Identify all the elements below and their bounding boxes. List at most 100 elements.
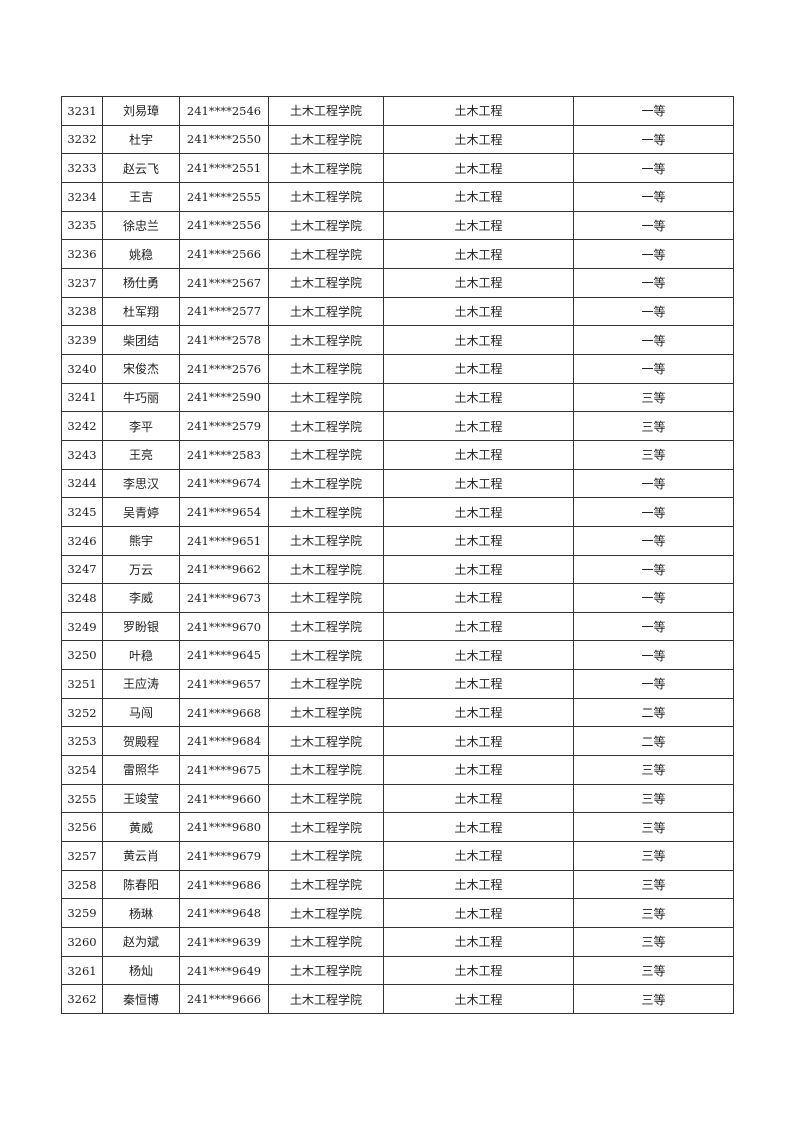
student-id-cell: 241****9670: [179, 611, 269, 642]
major-cell: 土木工程: [383, 669, 574, 699]
student-name-cell: 叶稳: [102, 640, 180, 671]
award-level-cell: 一等: [573, 468, 734, 499]
award-level-cell: 二等: [573, 697, 734, 728]
award-level-cell: 一等: [573, 124, 734, 155]
table-row: 3235 徐忠兰 241****2556 土木工程学院 土木工程 一等: [61, 210, 734, 241]
student-name-cell: 马闯: [102, 697, 180, 728]
student-id-cell: 241****9668: [179, 697, 269, 728]
row-number-cell: 3250: [61, 640, 103, 671]
award-level-cell: 三等: [573, 955, 734, 986]
student-name-cell: 黄云肖: [102, 841, 180, 871]
major-cell: 土木工程: [383, 325, 574, 355]
award-level-cell: 一等: [573, 181, 734, 212]
student-id-cell: 241****9674: [179, 468, 269, 499]
college-cell: 土木工程学院: [268, 267, 384, 298]
student-id-cell: 241****2546: [179, 96, 269, 126]
row-number-cell: 3246: [61, 525, 103, 556]
student-id-cell: 241****2583: [179, 439, 269, 470]
row-number-cell: 3237: [61, 267, 103, 298]
table-row: 3239 柴团结 241****2578 土木工程学院 土木工程 一等: [61, 325, 734, 355]
college-cell: 土木工程学院: [268, 325, 384, 355]
student-id-cell: 241****9660: [179, 783, 269, 814]
row-number-cell: 3257: [61, 841, 103, 871]
row-number-cell: 3261: [61, 955, 103, 986]
student-id-cell: 241****2566: [179, 239, 269, 269]
table-row: 3234 王吉 241****2555 土木工程学院 土木工程 一等: [61, 181, 734, 212]
row-number-cell: 3247: [61, 554, 103, 585]
college-cell: 土木工程学院: [268, 554, 384, 585]
major-cell: 土木工程: [383, 869, 574, 900]
college-cell: 土木工程学院: [268, 153, 384, 183]
table-row: 3261 杨灿 241****9649 土木工程学院 土木工程 三等: [61, 955, 734, 986]
student-id-cell: 241****9662: [179, 554, 269, 585]
table-row: 3253 贺殿程 241****9684 土木工程学院 土木工程 二等: [61, 726, 734, 757]
major-cell: 土木工程: [383, 353, 574, 384]
major-cell: 土木工程: [383, 382, 574, 413]
major-cell: 土木工程: [383, 583, 574, 613]
table-row: 3237 杨仕勇 241****2567 土木工程学院 土木工程 一等: [61, 267, 734, 298]
college-cell: 土木工程学院: [268, 439, 384, 470]
student-name-cell: 熊宇: [102, 525, 180, 556]
row-number-cell: 3233: [61, 153, 103, 183]
college-cell: 土木工程学院: [268, 210, 384, 241]
college-cell: 土木工程学院: [268, 96, 384, 126]
award-list-table: 3231 刘易璋 241****2546 土木工程学院 土木工程 一等 3232 杜宇 241*…: [61, 96, 734, 1014]
row-number-cell: 3253: [61, 726, 103, 757]
student-name-cell: 杨仕勇: [102, 267, 180, 298]
award-level-cell: 三等: [573, 783, 734, 814]
college-cell: 土木工程学院: [268, 927, 384, 957]
college-cell: 土木工程学院: [268, 583, 384, 613]
table-row: 3232 杜宇 241****2550 土木工程学院 土木工程 一等: [61, 124, 734, 155]
student-id-cell: 241****2567: [179, 267, 269, 298]
table-row: 3249 罗盼银 241****9670 土木工程学院 土木工程 一等: [61, 611, 734, 642]
student-id-cell: 241****2556: [179, 210, 269, 241]
table-row: 3240 宋俊杰 241****2576 土木工程学院 土木工程 一等: [61, 353, 734, 384]
award-level-cell: 一等: [573, 640, 734, 671]
major-cell: 土木工程: [383, 697, 574, 728]
student-name-cell: 李平: [102, 411, 180, 441]
table-row: 3252 马闯 241****9668 土木工程学院 土木工程 二等: [61, 697, 734, 728]
award-level-cell: 一等: [573, 210, 734, 241]
row-number-cell: 3262: [61, 984, 103, 1014]
student-name-cell: 李威: [102, 583, 180, 613]
college-cell: 土木工程学院: [268, 955, 384, 986]
award-level-cell: 一等: [573, 669, 734, 699]
major-cell: 土木工程: [383, 153, 574, 183]
student-id-cell: 241****2577: [179, 296, 269, 327]
major-cell: 土木工程: [383, 554, 574, 585]
college-cell: 土木工程学院: [268, 726, 384, 757]
row-number-cell: 3260: [61, 927, 103, 957]
award-level-cell: 一等: [573, 296, 734, 327]
major-cell: 土木工程: [383, 640, 574, 671]
student-name-cell: 刘易璋: [102, 96, 180, 126]
award-level-cell: 三等: [573, 927, 734, 957]
table-row: 3245 吴青婷 241****9654 土木工程学院 土木工程 一等: [61, 497, 734, 527]
row-number-cell: 3236: [61, 239, 103, 269]
row-number-cell: 3252: [61, 697, 103, 728]
college-cell: 土木工程学院: [268, 181, 384, 212]
college-cell: 土木工程学院: [268, 611, 384, 642]
award-level-cell: 三等: [573, 411, 734, 441]
award-level-cell: 一等: [573, 96, 734, 126]
student-id-cell: 241****9645: [179, 640, 269, 671]
table-row: 3247 万云 241****9662 土木工程学院 土木工程 一等: [61, 554, 734, 585]
table-body: 3231 刘易璋 241****2546 土木工程学院 土木工程 一等 3232 杜宇 241*…: [61, 96, 734, 1014]
award-level-cell: 一等: [573, 583, 734, 613]
row-number-cell: 3249: [61, 611, 103, 642]
college-cell: 土木工程学院: [268, 812, 384, 843]
row-number-cell: 3258: [61, 869, 103, 900]
student-id-cell: 241****9679: [179, 841, 269, 871]
student-name-cell: 李思汉: [102, 468, 180, 499]
major-cell: 土木工程: [383, 898, 574, 929]
award-level-cell: 三等: [573, 755, 734, 785]
table-row: 3248 李威 241****9673 土木工程学院 土木工程 一等: [61, 583, 734, 613]
student-name-cell: 王亮: [102, 439, 180, 470]
major-cell: 土木工程: [383, 96, 574, 126]
college-cell: 土木工程学院: [268, 468, 384, 499]
row-number-cell: 3255: [61, 783, 103, 814]
table-row: 3250 叶稳 241****9645 土木工程学院 土木工程 一等: [61, 640, 734, 671]
major-cell: 土木工程: [383, 726, 574, 757]
student-id-cell: 241****2551: [179, 153, 269, 183]
student-id-cell: 241****9666: [179, 984, 269, 1014]
major-cell: 土木工程: [383, 181, 574, 212]
